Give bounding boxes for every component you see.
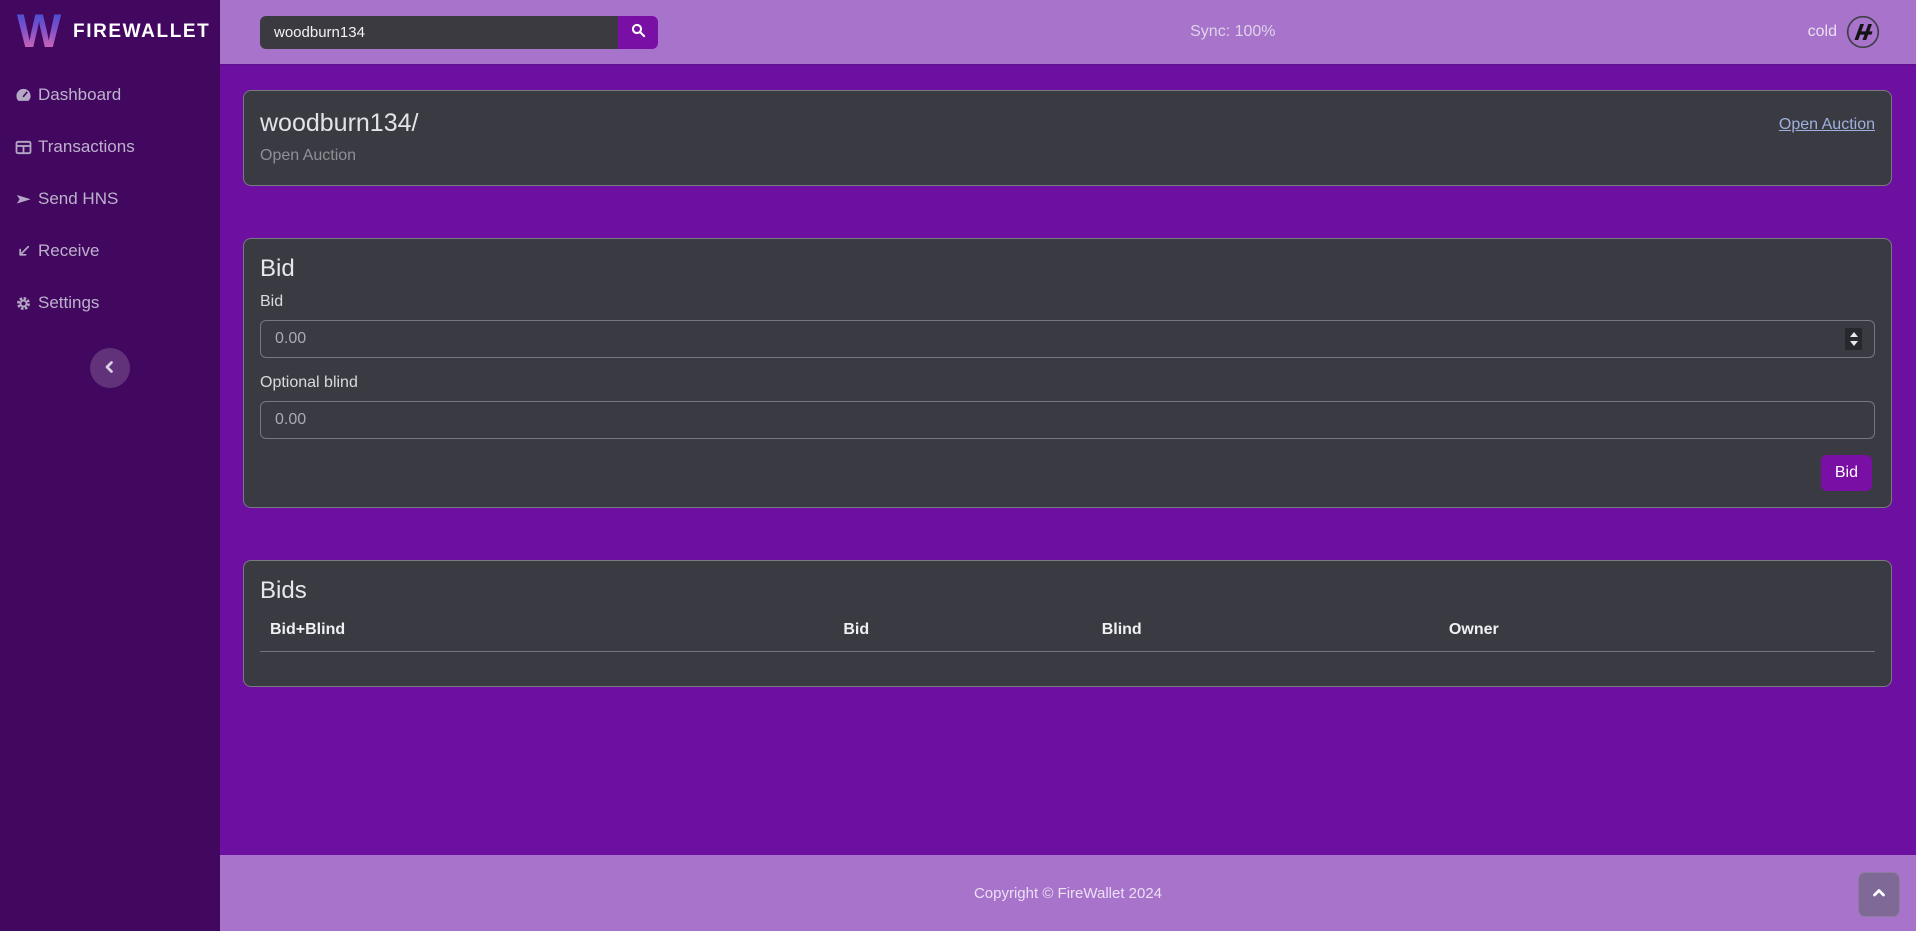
bids-card-heading: Bids — [260, 577, 307, 604]
column-header-owner: Owner — [1438, 615, 1875, 652]
domain-info: woodburn134/ Open Auction — [260, 109, 418, 165]
column-header-blind: Blind — [1091, 615, 1439, 652]
search-icon — [630, 22, 647, 42]
sidebar-item-label: Settings — [38, 293, 100, 312]
handshake-logo-icon — [1846, 15, 1880, 49]
bids-table-body — [260, 652, 1875, 670]
firewallet-logo-icon: W — [12, 4, 66, 58]
chevron-up-icon — [1869, 883, 1889, 906]
sidebar-collapse-button[interactable] — [90, 348, 130, 388]
sidebar-item-transactions[interactable]: Transactions — [14, 135, 210, 159]
dashboard-icon — [14, 86, 32, 104]
sidebar-item-receive[interactable]: Receive — [14, 239, 210, 263]
column-header-bid: Bid — [833, 615, 1092, 652]
copyright-text: Copyright © FireWallet 2024 — [973, 884, 1163, 902]
domain-status: Open Auction — [260, 147, 357, 164]
transactions-table-icon — [14, 138, 32, 156]
bids-table-header-row: Bid+Blind Bid Blind Owner — [260, 615, 1875, 652]
sidebar: W FIREWALLET Dashboard Transactions — [0, 0, 220, 931]
stepper-down-icon[interactable] — [1849, 341, 1858, 346]
bid-field-label: Bid — [260, 293, 284, 310]
wallet-name: cold — [1807, 23, 1837, 40]
bid-submit-button[interactable]: Bid — [1820, 455, 1872, 491]
sidebar-item-label: Send HNS — [38, 189, 119, 208]
footer: Copyright © FireWallet 2024 — [220, 855, 1916, 931]
blind-input-wrap — [260, 401, 1875, 439]
main-content: woodburn134/ Open Auction Open Auction B… — [220, 64, 1916, 855]
sidebar-item-settings[interactable]: Settings — [14, 291, 210, 315]
bids-table: Bid+Blind Bid Blind Owner — [260, 615, 1875, 670]
svg-text:W: W — [17, 6, 62, 53]
number-stepper[interactable] — [1845, 328, 1862, 350]
search-input[interactable] — [260, 15, 618, 49]
search-button[interactable] — [618, 15, 658, 49]
bid-input-wrap — [260, 320, 1875, 358]
topbar: Sync: 100% cold — [220, 0, 1916, 64]
column-header-bid-blind: Bid+Blind — [260, 615, 834, 652]
chevron-left-icon — [100, 357, 120, 380]
scroll-to-top-button[interactable] — [1858, 872, 1900, 917]
search-group — [260, 15, 658, 49]
gear-icon — [14, 294, 32, 312]
sidebar-item-dashboard[interactable]: Dashboard — [14, 83, 210, 107]
open-auction-link[interactable]: Open Auction — [1778, 116, 1875, 133]
domain-card: woodburn134/ Open Auction Open Auction — [243, 90, 1892, 186]
bid-button-row: Bid — [260, 455, 1875, 491]
brand-name: FIREWALLET — [73, 21, 211, 42]
bid-card: Bid Bid Optional blind Bid — [243, 238, 1892, 508]
sync-status: Sync: 100% — [1190, 23, 1276, 40]
domain-title: woodburn134/ — [260, 109, 419, 137]
bid-card-heading: Bid — [260, 255, 295, 282]
content-column: Sync: 100% cold woodburn134/ — [220, 0, 1916, 931]
sidebar-item-send-hns[interactable]: Send HNS — [14, 187, 210, 211]
empty-table-row — [260, 652, 1875, 670]
bids-card: Bids Bid+Blind Bid Blind Owner — [243, 560, 1892, 687]
send-icon — [14, 190, 32, 208]
stepper-up-icon[interactable] — [1849, 332, 1858, 337]
sidebar-item-label: Receive — [38, 241, 100, 260]
blind-field-label: Optional blind — [260, 374, 358, 391]
wallet-indicator[interactable]: cold — [1808, 15, 1880, 49]
sidebar-item-label: Transactions — [38, 137, 135, 156]
sidebar-nav: Dashboard Transactions Send HNS Receive — [0, 64, 220, 343]
receive-arrow-icon — [14, 242, 32, 260]
bid-amount-input[interactable] — [260, 320, 1875, 358]
sidebar-item-label: Dashboard — [38, 85, 122, 104]
brand: W FIREWALLET — [0, 0, 220, 64]
blind-amount-input[interactable] — [260, 401, 1875, 439]
